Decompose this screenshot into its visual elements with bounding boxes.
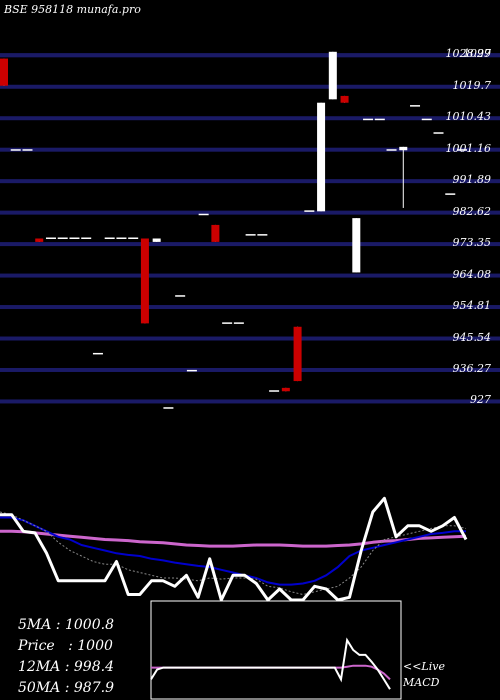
grid-line <box>0 367 500 372</box>
candle-body <box>410 105 421 107</box>
candle-body <box>0 58 8 86</box>
y-tick-label: 991.89 <box>452 173 492 187</box>
candle-body <box>340 95 349 103</box>
candle-body <box>233 322 244 324</box>
candle-body <box>163 407 174 409</box>
macd-label: MACD <box>403 676 440 689</box>
candle-body <box>374 118 385 121</box>
candle-body <box>140 238 149 324</box>
candle-body <box>152 238 161 242</box>
osc-purple-line <box>0 529 467 548</box>
y-tick-label: 1010.43 <box>445 110 492 124</box>
grid-line <box>0 210 500 215</box>
macd-live-label: <<Live <box>403 660 445 673</box>
macd-line <box>150 637 391 690</box>
candle-body <box>69 237 80 239</box>
macd-panel <box>150 600 402 700</box>
candle-body <box>57 237 68 239</box>
candle-body <box>399 146 408 151</box>
y-tick-label: 945.54 <box>452 330 492 344</box>
stat-5ma: 5MA : 1000.8 <box>18 617 114 633</box>
candle-body <box>22 149 33 151</box>
y-tick-label: 936.27 <box>452 361 492 375</box>
candle-body <box>104 237 115 239</box>
candle-body <box>198 213 209 216</box>
grid-line <box>0 305 500 310</box>
y-tick-label: 927 <box>470 393 491 407</box>
osc-white-line <box>0 496 468 602</box>
y-tick-label: 964.08 <box>452 267 492 281</box>
y-tick-label: 982.62 <box>452 204 492 218</box>
candle-body <box>257 234 268 236</box>
candle-body <box>457 149 467 151</box>
candle-body <box>128 237 139 239</box>
candle-body <box>281 387 290 392</box>
candle-body <box>116 237 127 239</box>
y-tick-label: 973.35 <box>452 236 492 250</box>
candle-body <box>269 390 280 392</box>
grid-line <box>0 273 500 278</box>
candle-body <box>222 322 233 324</box>
y-tick-label: 954.81 <box>452 299 492 313</box>
grid-line <box>0 116 500 121</box>
candle-body <box>328 51 337 100</box>
candle-body <box>175 295 186 297</box>
candle-body <box>386 149 397 151</box>
grid-line <box>0 84 500 89</box>
grid-line <box>0 53 500 58</box>
y-tick-label: 1001.16 <box>445 141 492 155</box>
stat-12ma: 12MA : 998.4 <box>18 659 114 675</box>
candle-body <box>45 237 56 239</box>
candle-body <box>245 234 256 236</box>
y-tick-label: 1019.7 <box>452 78 492 92</box>
candle-body <box>186 369 197 372</box>
osc-blue-line <box>0 516 466 586</box>
grid-line <box>0 336 500 341</box>
candle-body <box>445 193 456 195</box>
y-tick-label: 1028.97 <box>445 47 492 61</box>
candle-body <box>317 102 326 212</box>
grid-line <box>0 242 500 247</box>
candle-body <box>81 237 92 239</box>
grid-line <box>0 147 500 152</box>
chart-title: BSE 958118 munafa.pro <box>4 3 141 16</box>
grid-line <box>0 179 500 184</box>
stat-50ma: 50MA : 987.9 <box>18 680 114 696</box>
candle-body <box>433 132 444 134</box>
candle-body <box>363 118 374 121</box>
candle-body <box>211 224 220 242</box>
candle-body <box>92 352 103 355</box>
stat-price: Price : 1000 <box>18 638 113 654</box>
candle-body <box>35 238 44 242</box>
candle-body <box>304 210 315 212</box>
candle-body <box>293 326 302 382</box>
candle-body <box>352 218 361 273</box>
y-tick-label: 1029 <box>463 47 491 61</box>
grid-line <box>0 399 500 404</box>
candle-body <box>10 149 21 151</box>
candle-body <box>421 118 432 121</box>
